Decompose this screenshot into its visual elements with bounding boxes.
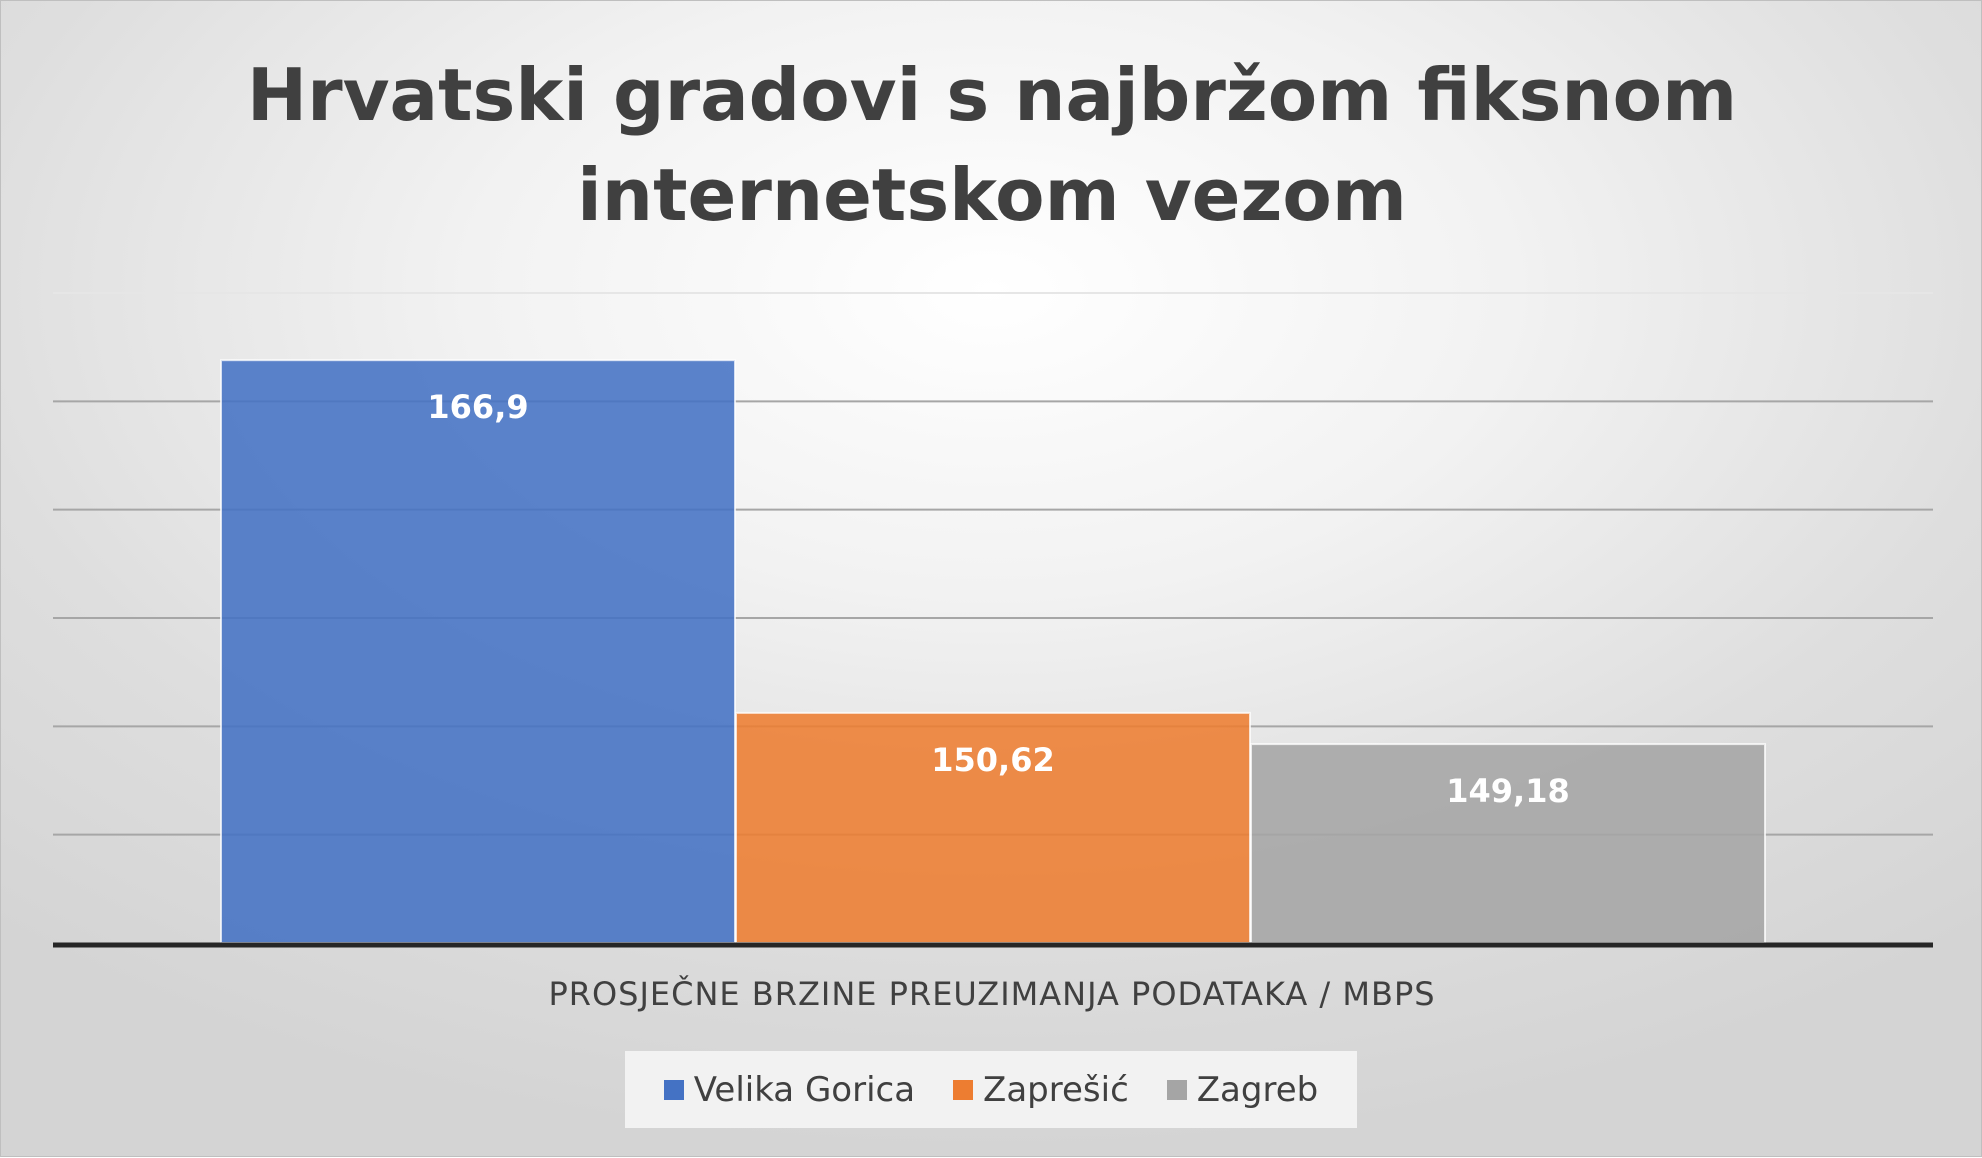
data-label: 166,9: [427, 388, 528, 426]
data-label: 149,18: [1446, 772, 1569, 810]
bar-velika-gorica: [220, 359, 736, 944]
data-label: 150,62: [931, 741, 1054, 779]
legend-swatch: [663, 1079, 684, 1100]
legend-label: Zaprešić: [983, 1069, 1129, 1110]
legend-swatch: [953, 1079, 974, 1100]
legend-label: Velika Gorica: [693, 1069, 916, 1110]
bar-zagreb: [1250, 743, 1766, 944]
legend-item: Zagreb: [1166, 1069, 1319, 1110]
legend: Velika Gorica Zaprešić Zagreb: [625, 1051, 1357, 1128]
legend-item: Zaprešić: [953, 1070, 1129, 1110]
x-axis-title: PROSJEČNE BRZINE PREUZIMANJA PODATAKA / …: [548, 975, 1436, 1013]
legend-swatch: [1166, 1079, 1187, 1100]
legend-label: Zagreb: [1196, 1069, 1319, 1110]
legend-item: Velika Gorica: [663, 1069, 916, 1110]
chart-title: Hrvatski gradovi s najbržom fiksnom inte…: [246, 53, 1738, 237]
